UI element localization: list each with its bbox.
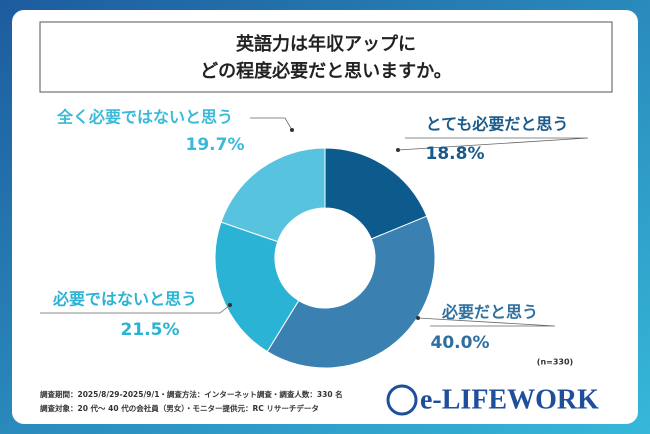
chart-title: 英語力は年収アップに: [235, 33, 416, 55]
leader-dot: [396, 148, 400, 152]
sample-note: (n=330): [537, 358, 573, 367]
value-label: 40.0%: [431, 333, 490, 353]
category-label: 必要ではないと思う: [52, 290, 197, 309]
category-label: 必要だと思う: [441, 303, 538, 322]
donut-segment: [214, 221, 300, 353]
logo: e-LIFEWORK: [420, 384, 599, 415]
panel: [12, 10, 638, 424]
chart-title: どの程度必要だと思いますか。: [200, 60, 452, 82]
value-label: 19.7%: [186, 135, 245, 155]
leader-line: [397, 137, 589, 151]
title-box: [39, 21, 613, 93]
leader-dot: [228, 303, 232, 307]
category-label: とても必要だと思う: [426, 115, 569, 134]
leader-line: [417, 317, 556, 327]
leader-dot: [290, 128, 294, 132]
value-label: 21.5%: [121, 320, 180, 340]
leader-dot: [416, 316, 420, 320]
category-label: 全く必要ではないと思う: [56, 108, 233, 127]
logo-icon: [386, 384, 418, 416]
footnote: 調査期間：2025/8/29-2025/9/1・調査方法：インターネット調査・調…: [40, 389, 343, 399]
footnote: 調査対象：20 代～ 40 代の会社員（男女）・モニター提供元：RC リサーチデ…: [40, 403, 319, 413]
leader-line: [250, 117, 293, 131]
leader-line: [40, 304, 231, 314]
value-label: 18.8%: [426, 144, 485, 164]
donut-segment: [220, 147, 326, 243]
donut-segment: [266, 215, 436, 369]
